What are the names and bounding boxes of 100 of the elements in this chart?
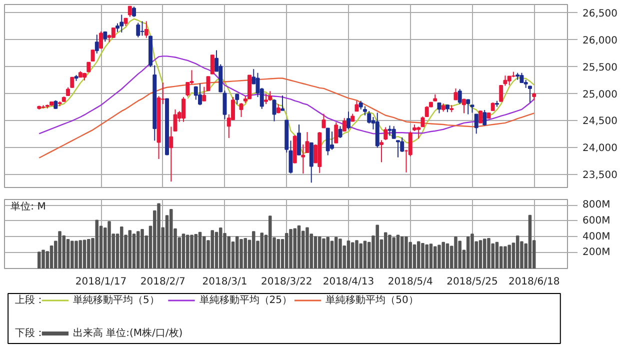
bar bbox=[198, 232, 202, 268]
bar bbox=[182, 234, 186, 268]
bar bbox=[276, 239, 280, 268]
bar bbox=[87, 239, 90, 268]
bar bbox=[136, 231, 140, 268]
candlestick bbox=[309, 142, 314, 184]
candlestick bbox=[94, 34, 99, 54]
candlestick bbox=[128, 6, 132, 18]
candlestick bbox=[301, 144, 306, 174]
line-series bbox=[38, 78, 535, 158]
bar bbox=[235, 236, 239, 268]
bar bbox=[42, 250, 45, 268]
bar bbox=[120, 226, 124, 268]
bar bbox=[284, 232, 288, 268]
bar bbox=[384, 232, 388, 268]
bar bbox=[38, 252, 41, 268]
bar bbox=[508, 244, 511, 268]
candlestick bbox=[420, 116, 425, 128]
bar bbox=[227, 236, 231, 268]
candlestick bbox=[280, 94, 284, 112]
bar bbox=[95, 220, 99, 268]
bar bbox=[260, 232, 264, 268]
bar bbox=[338, 238, 342, 268]
bar bbox=[66, 238, 70, 268]
candlestick bbox=[474, 114, 478, 134]
candlestick bbox=[70, 76, 74, 88]
y-tick-label: 26,500 bbox=[582, 8, 618, 20]
x-tick-label: 2018/3/1 bbox=[202, 276, 248, 288]
annotation: 単位: M bbox=[10, 200, 46, 212]
bar bbox=[318, 236, 322, 268]
x-tick-label: 2018/5/4 bbox=[388, 276, 433, 288]
candlestick bbox=[90, 49, 95, 62]
candlestick bbox=[99, 30, 103, 49]
bar bbox=[392, 237, 396, 268]
y-tick-label: 800M bbox=[582, 200, 610, 211]
bar bbox=[289, 228, 292, 268]
candlestick bbox=[120, 14, 124, 33]
bar bbox=[128, 230, 132, 268]
bar bbox=[516, 235, 520, 268]
y-tick-label: 23,500 bbox=[582, 170, 618, 182]
candlestick bbox=[169, 126, 174, 182]
x-tick-label: 2018/1/17 bbox=[75, 276, 127, 288]
bar bbox=[425, 244, 428, 268]
y-tick-label: 400M bbox=[582, 231, 610, 242]
bar bbox=[504, 246, 507, 268]
candlestick bbox=[248, 74, 252, 100]
bar bbox=[297, 225, 301, 268]
candlestick bbox=[507, 76, 512, 86]
bar bbox=[202, 236, 206, 268]
bar bbox=[376, 224, 379, 268]
candlestick bbox=[268, 90, 272, 102]
bar bbox=[218, 228, 222, 268]
candlestick bbox=[198, 83, 202, 106]
bar bbox=[78, 240, 82, 268]
candlestick bbox=[396, 140, 400, 158]
bar bbox=[306, 227, 309, 268]
bar bbox=[326, 236, 330, 268]
candlestick bbox=[330, 131, 334, 150]
candlestick bbox=[392, 126, 396, 140]
candlestick bbox=[182, 96, 186, 122]
bar bbox=[487, 238, 490, 268]
candlestick bbox=[478, 110, 482, 124]
y-tick-label: 24,500 bbox=[582, 116, 618, 128]
bar bbox=[442, 242, 445, 268]
bar bbox=[499, 246, 503, 268]
candlestick bbox=[482, 109, 487, 126]
candlestick bbox=[239, 102, 244, 118]
bar bbox=[214, 232, 218, 268]
y-tick-label: 24,000 bbox=[582, 143, 618, 154]
bar bbox=[293, 228, 296, 268]
bar bbox=[50, 245, 54, 268]
candlestick bbox=[322, 113, 326, 128]
candlestick bbox=[458, 88, 462, 105]
x-tick-label: 2018/4/13 bbox=[322, 276, 374, 288]
candlestick bbox=[186, 82, 190, 98]
bar bbox=[438, 244, 441, 268]
bar bbox=[528, 214, 532, 268]
bar bbox=[350, 242, 354, 268]
text: 下段： bbox=[15, 327, 46, 339]
bar bbox=[62, 235, 66, 268]
candlestick bbox=[210, 54, 214, 74]
candlestick bbox=[388, 125, 392, 136]
candlestick bbox=[206, 76, 210, 92]
y-tick-label: 26,000 bbox=[582, 35, 618, 46]
bar bbox=[108, 221, 111, 268]
bar bbox=[70, 240, 74, 268]
bar bbox=[495, 242, 499, 268]
candlestick bbox=[264, 93, 268, 105]
bar bbox=[458, 240, 462, 268]
x-tick-label: 2018/2/7 bbox=[140, 276, 186, 288]
bar bbox=[400, 236, 404, 268]
candlestick bbox=[520, 72, 524, 84]
candlestick bbox=[305, 132, 310, 154]
bar bbox=[186, 234, 190, 268]
y-tick-label: 25,000 bbox=[582, 89, 618, 100]
candlestick bbox=[136, 22, 140, 38]
bar bbox=[334, 236, 338, 268]
bar bbox=[478, 240, 482, 268]
candlestick bbox=[132, 6, 136, 18]
legend-label: 単純移動平均（25） bbox=[199, 294, 292, 306]
